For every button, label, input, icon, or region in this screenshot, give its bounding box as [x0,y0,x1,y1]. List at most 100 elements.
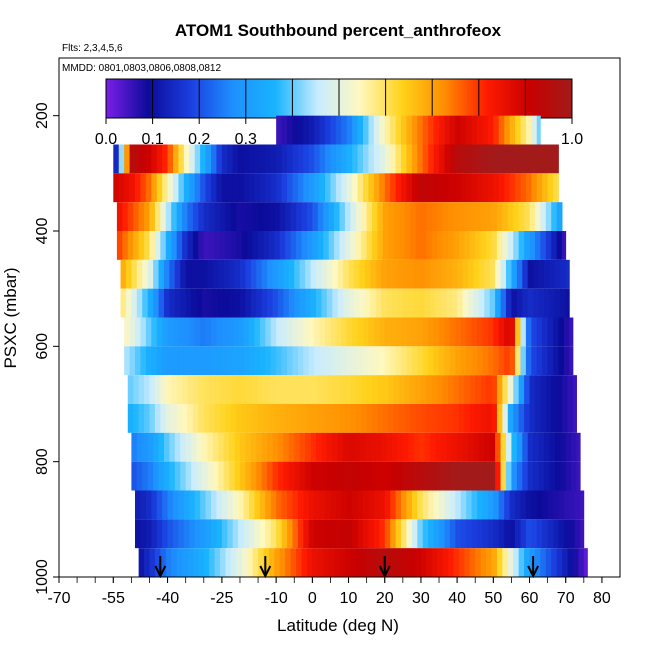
heatmap-cell [420,375,427,404]
heatmap-cell [241,375,248,404]
heatmap-cell [125,288,132,318]
heatmap-cell [149,375,156,404]
heatmap-cell [335,519,342,549]
heatmap-cell [279,231,286,260]
heatmap-cell [314,519,320,549]
heatmap-cell [372,375,378,404]
heatmap-cell [303,317,310,347]
heatmap-cell [442,375,449,404]
heatmap-cell [325,144,331,174]
heatmap-cell [116,202,123,231]
heatmap-cell [370,259,377,289]
heatmap-cell [138,404,145,433]
heatmap-cell [142,288,149,318]
heatmap-cell [364,432,371,462]
heatmap-cell [162,346,168,376]
heatmap-cell [448,202,454,231]
heatmap-cell [201,288,208,318]
heatmap-cell [249,346,255,376]
heatmap-cell [500,288,507,318]
heatmap-cell [457,259,463,289]
heatmap-cell [480,404,487,433]
heatmap-cell [513,202,520,231]
heatmap-cell [218,288,225,318]
heatmap-cell [439,115,445,145]
heatmap-cell [569,490,576,520]
heatmap-cell [440,461,447,491]
heatmap-cell [558,317,565,347]
heatmap-cell [536,173,543,203]
heatmap-cell [182,231,188,260]
heatmap-cell [542,346,549,376]
heatmap-cell [415,231,422,260]
heatmap-cell [330,173,337,203]
heatmap-cell [553,173,559,203]
heatmap-cell [408,432,415,462]
heatmap-cell [524,548,530,577]
heatmap-cell [395,346,402,376]
heatmap-cell [243,490,250,520]
heatmap-cell [325,317,331,347]
heatmap-cell [283,432,290,462]
heatmap-cell [274,231,281,260]
heatmap-cell [377,548,384,577]
heatmap-cell [422,173,429,203]
heatmap-cell [352,317,358,347]
heatmap-cell [420,404,427,433]
heatmap-cell [451,259,458,289]
heatmap-cell [178,490,185,520]
heatmap-cell [553,519,559,549]
heatmap-cell [305,288,311,318]
heatmap-cell [357,317,364,347]
heatmap-cell [388,375,395,404]
heatmap-cell [288,461,295,491]
heatmap-cell [243,519,250,549]
heatmap-cell [192,231,199,260]
heatmap-cell [449,490,456,520]
heatmap-cell [377,202,384,231]
heatmap-cell [373,519,380,549]
heatmap-cell [194,490,201,520]
heatmap-cell [239,259,246,289]
heatmap-cell [232,519,239,549]
heatmap-cell [332,259,339,289]
heatmap-cell [487,115,494,145]
heatmap-cell [212,432,219,462]
heatmap-cell [571,461,577,491]
heatmap-cell [310,432,317,462]
heatmap-cell [489,259,496,289]
heatmap-cell [281,490,288,520]
heatmap-cell [429,288,436,318]
heatmap-cell [355,404,362,433]
heatmap-cell [574,519,581,549]
heatmap-cell [533,461,539,491]
heatmap-cell [379,490,386,520]
heatmap-cell [297,317,304,347]
heatmap-cell [196,461,203,491]
heatmap-cell [429,432,436,462]
heatmap-cell [540,548,547,577]
heatmap-cell [516,288,523,318]
heatmap-cell [259,317,266,347]
heatmap-cell [145,173,152,203]
x-tick-label: -25 [210,590,233,607]
heatmap-cell [460,317,467,347]
heatmap-cell [281,115,288,145]
heatmap-cell [525,115,532,145]
heatmap-cell [520,144,527,174]
heatmap-cell [513,231,520,260]
heatmap-cell [391,259,398,289]
heatmap-cell [171,548,178,577]
heatmap-cell [294,259,301,289]
heatmap-cell [411,490,418,520]
heatmap-cell [230,548,237,577]
heatmap-cell [507,548,514,577]
heatmap-cell [462,432,469,462]
heatmap-cell [372,231,378,260]
heatmap-cell [314,173,320,203]
heatmap-cell [216,173,223,203]
heatmap-cell [200,346,206,376]
heatmap-cell [216,519,223,549]
heatmap-cell [182,202,188,231]
heatmap-cell [433,519,440,549]
